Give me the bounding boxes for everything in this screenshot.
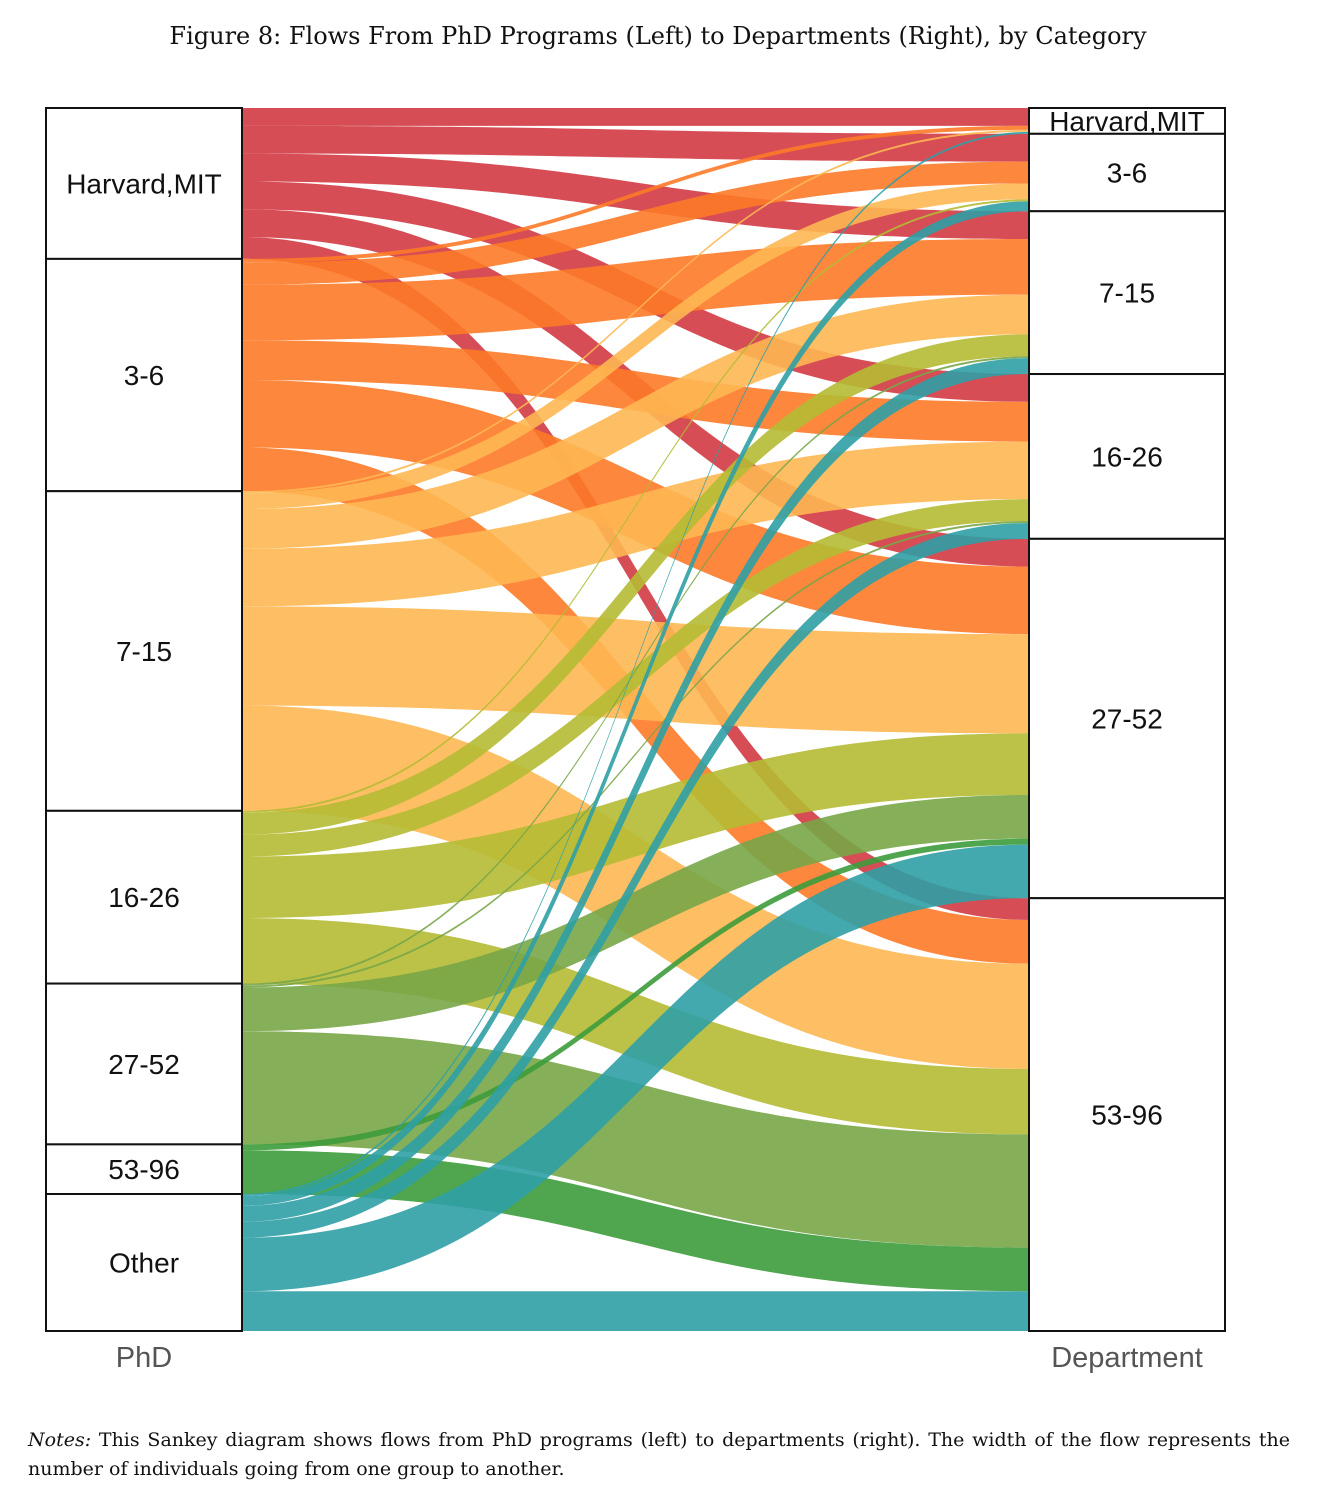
flow-harvard-mit-to-3-6 [242, 125, 1029, 162]
right-node-label-7-15: 7-15 [1099, 278, 1155, 309]
flow-53-96-to-27-52 [242, 838, 1029, 1151]
flow-27-52-to-7-15 [242, 356, 1029, 986]
right-node-label-harvard-mit: Harvard,MIT [1049, 106, 1205, 137]
flow-3-6-to-16-26 [242, 340, 1029, 442]
left-node-27-52 [45, 982, 243, 1146]
left-node-53-96 [45, 1143, 243, 1196]
left-node-label-16-26: 16-26 [108, 882, 180, 913]
flow-3-6-to-harvard-mit [242, 125, 1029, 263]
right-node-53-96 [1028, 897, 1226, 1332]
flow-16-26-to-16-26 [242, 499, 1029, 857]
flow-27-52-to-16-26 [242, 520, 1029, 988]
flow-harvard-mit-to-harvard-mit [242, 108, 1029, 126]
right-node-harvard-mit [1028, 107, 1226, 135]
flow-other-to-53-96 [242, 1291, 1029, 1331]
left-node-label-53-96: 53-96 [108, 1154, 180, 1185]
notes-text: This Sankey diagram shows flows from PhD… [28, 1429, 1290, 1480]
left-node-label-7-15: 7-15 [116, 636, 172, 667]
left-node-label-harvard-mit: Harvard,MIT [66, 168, 222, 199]
flow-27-52-to-53-96 [242, 1031, 1029, 1248]
flow-27-52-to-27-52 [242, 794, 1029, 1032]
left-node-label-other: Other [109, 1248, 179, 1279]
flow-3-6-to-3-6 [242, 161, 1029, 285]
right-node-16-26 [1028, 373, 1226, 540]
flow-7-15-to-7-15 [242, 294, 1029, 549]
flow-7-15-to-3-6 [242, 183, 1029, 510]
right-node-label-16-26: 16-26 [1091, 441, 1163, 472]
left-axis-label: PhD [116, 1342, 172, 1374]
right-axis-label: Department [1051, 1342, 1203, 1374]
left-node-16-26 [45, 809, 243, 985]
sankey-diagram: Harvard,MIT 3-6 7-15 16-26 27-52 53-96 Other Ha… [45, 106, 1226, 1374]
left-node-7-15 [45, 490, 243, 812]
left-node-label-27-52: 27-52 [108, 1049, 180, 1080]
flow-7-15-to-16-26 [242, 441, 1029, 607]
flow-16-26-to-7-15 [242, 334, 1029, 835]
flow-other-to-16-26 [242, 522, 1029, 1238]
flow-other-to-27-52 [242, 844, 1029, 1292]
figure-caption: Figure 8: Flows From PhD Programs (Left)… [169, 22, 1147, 50]
flow-other-to-3-6 [242, 201, 1029, 1206]
left-node-other [45, 1193, 243, 1332]
flows-layer [242, 108, 1029, 1331]
flow-16-26-to-3-6 [242, 199, 1029, 813]
nodes-layer: Harvard,MIT 3-6 7-15 16-26 27-52 53-96 Other Ha… [45, 106, 1226, 1332]
left-node-label-3-6: 3-6 [124, 360, 164, 391]
right-node-label-27-52: 27-52 [1091, 704, 1163, 735]
flow-other-to-harvard-mit [242, 131, 1029, 1196]
right-node-label-53-96: 53-96 [1091, 1100, 1163, 1131]
figure-notes: Notes: This Sankey diagram shows flows f… [28, 1426, 1290, 1484]
left-node-3-6 [45, 257, 243, 493]
flow-53-96-to-53-96 [242, 1150, 1029, 1292]
flow-other-to-7-15 [242, 358, 1029, 1222]
notes-lead: Notes: [28, 1429, 92, 1451]
flow-7-15-to-harvard-mit [242, 129, 1029, 494]
flow-16-26-to-27-52 [242, 733, 1029, 919]
right-node-label-3-6: 3-6 [1107, 158, 1147, 189]
